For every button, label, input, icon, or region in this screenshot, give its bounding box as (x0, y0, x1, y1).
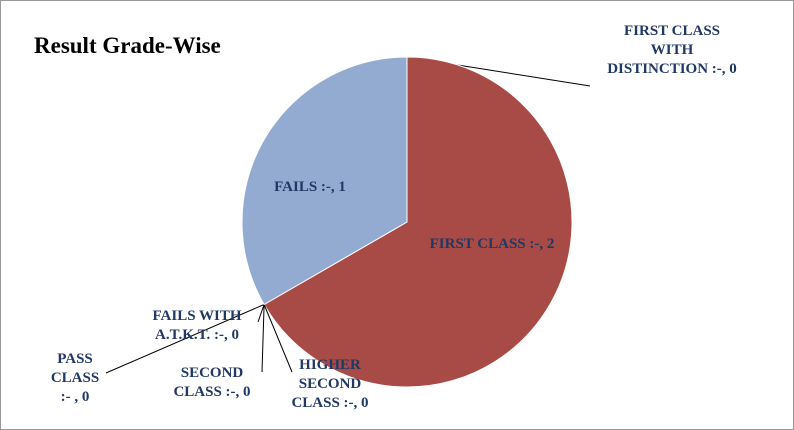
data-label: PASS CLASS :- , 0 (50, 351, 100, 405)
leader-line (105, 304, 265, 374)
data-label: FAILS WITH A.T.K.T. :-, 0 (152, 308, 242, 343)
chart-title: Result Grade-Wise (34, 33, 221, 58)
pie-slice (241, 56, 408, 306)
leader-line (261, 304, 265, 373)
data-label: FAILS :-, 1 (274, 179, 346, 195)
leader-line (257, 304, 265, 323)
leader-line (263, 304, 293, 373)
data-label: HIGHER SECOND CLASS :-, 0 (291, 357, 369, 411)
data-label: SECOND CLASS :-, 0 (173, 365, 251, 400)
data-label: FIRST CLASS :-, 2 (429, 236, 555, 252)
data-label: FIRST CLASS WITH DISTINCTION :-, 0 (607, 23, 737, 77)
pie-slice (263, 56, 573, 388)
